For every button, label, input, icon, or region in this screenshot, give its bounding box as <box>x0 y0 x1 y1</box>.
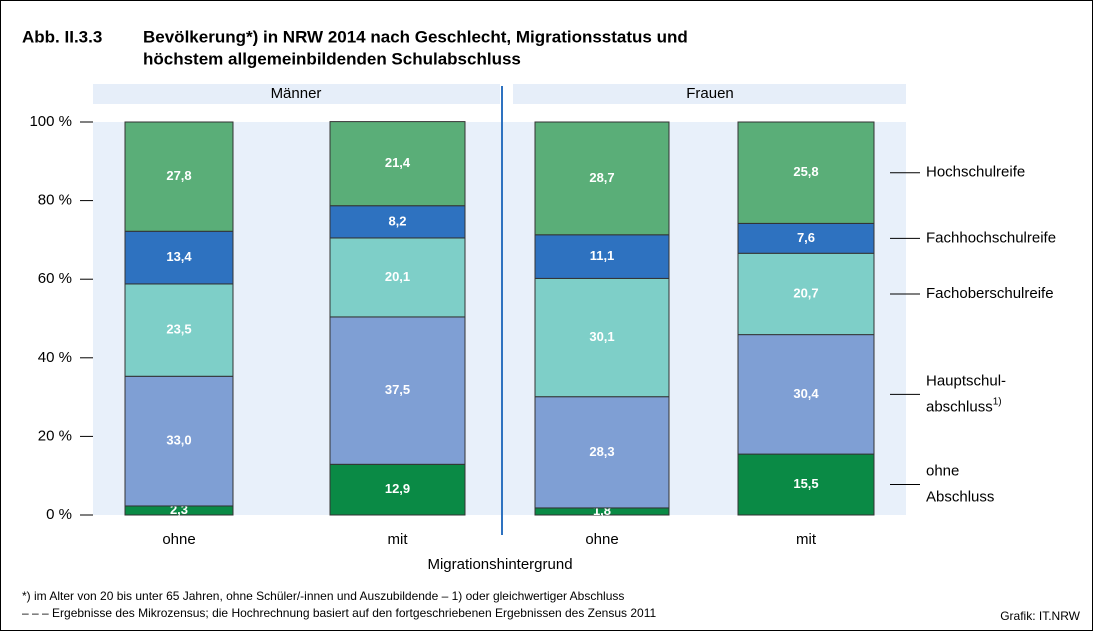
bar-segment <box>737 222 875 254</box>
title-line: Bevölkerung*) in NRW 2014 nach Geschlech… <box>143 27 688 46</box>
legend-label: ohne Abschluss <box>926 463 994 506</box>
value-label: 23,5 <box>166 322 191 337</box>
bar-segment <box>737 334 875 455</box>
bar-segment <box>534 234 670 279</box>
value-label: 8,2 <box>388 213 406 228</box>
legend-label: Fachhochschulreife <box>926 229 1056 246</box>
bar-segment <box>737 252 875 336</box>
y-tick-label: 60 % <box>38 270 72 287</box>
bar-segment <box>124 230 234 285</box>
x-tick-label: ohne <box>162 531 195 548</box>
bar-segment <box>329 463 466 516</box>
source: Grafik: IT.NRW <box>1000 609 1080 623</box>
legend-label: Fachoberschulreife <box>926 285 1054 302</box>
legend-label: Hauptschul-abschluss1) <box>926 372 1006 415</box>
value-label: 7,6 <box>797 230 815 245</box>
bar-segment <box>124 375 234 507</box>
value-label: 21,4 <box>385 155 411 170</box>
bar-segment <box>534 277 670 398</box>
bar-segment <box>534 121 670 236</box>
legend-label-line: abschluss <box>926 398 993 415</box>
bar-segment <box>329 316 466 465</box>
value-label: 30,1 <box>589 329 614 344</box>
title-number: Abb. II.3.3 <box>22 27 102 46</box>
y-tick-label: 20 % <box>38 427 72 444</box>
legend-note: 1) <box>993 396 1002 407</box>
y-tick-label: 40 % <box>38 349 72 366</box>
bar-segment <box>329 205 466 239</box>
footnote: – – – Ergebnisse des Mikrozensus; die Ho… <box>22 606 656 620</box>
x-axis-label: Migrationshintergrund <box>427 556 572 573</box>
legend-label-line: ohne <box>926 463 959 480</box>
x-tick-label: mit <box>796 531 817 548</box>
value-label: 13,4 <box>166 249 192 264</box>
value-label: 20,1 <box>385 269 410 284</box>
value-label: 11,1 <box>590 248 615 263</box>
value-label: 28,3 <box>589 444 614 459</box>
value-label: 20,7 <box>793 285 818 300</box>
x-tick-label: mit <box>388 531 409 548</box>
bar-segment <box>124 121 234 232</box>
bar-segment <box>329 121 466 207</box>
value-label: 30,4 <box>793 386 819 401</box>
legend-label-line: Hauptschul- <box>926 372 1006 389</box>
x-tick-label: ohne <box>585 531 618 548</box>
group-label: Männer <box>271 85 322 102</box>
footnote: *) im Alter von 20 bis unter 65 Jahren, … <box>22 589 624 603</box>
value-label: 25,8 <box>793 164 818 179</box>
bar-segment <box>534 396 670 509</box>
bar-segment <box>737 121 875 224</box>
value-label: 37,5 <box>385 382 410 397</box>
legend-label: Hochschulreife <box>926 164 1025 181</box>
y-tick-label: 0 % <box>46 506 72 523</box>
value-label: 15,5 <box>793 476 818 491</box>
title-line: höchstem allgemeinbildenden Schulabschlu… <box>143 49 521 68</box>
y-tick-label: 80 % <box>38 192 72 209</box>
value-label: 28,7 <box>589 170 614 185</box>
group-band <box>93 84 500 104</box>
y-tick-label: 100 % <box>29 113 72 130</box>
bar-segment <box>329 237 466 318</box>
value-label: 12,9 <box>385 481 410 496</box>
group-label: Frauen <box>686 85 734 102</box>
bar-segment <box>124 283 234 377</box>
value-label: 27,8 <box>166 168 191 183</box>
legend-label-line: Abschluss <box>926 489 994 506</box>
value-label: 33,0 <box>166 433 191 448</box>
group-band <box>513 84 906 104</box>
